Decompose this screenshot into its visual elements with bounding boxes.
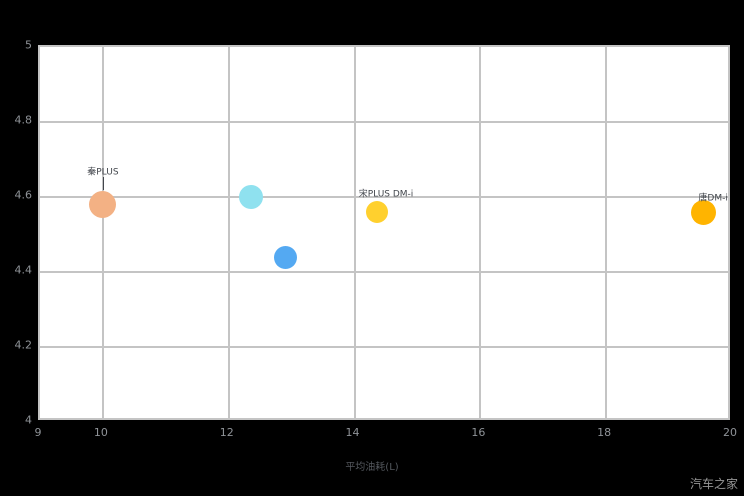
- horizontal-gridline: [40, 196, 728, 198]
- vertical-gridline: [101, 47, 104, 418]
- y-tick-label: 4.4: [14, 263, 33, 277]
- bubble-point[interactable]: [273, 245, 297, 269]
- x-axis-title: 平均油耗(L): [345, 462, 399, 473]
- y-tick-label: 4.8: [14, 113, 33, 127]
- bubble-point[interactable]: [365, 201, 388, 223]
- y-tick-label: 4: [25, 413, 32, 427]
- point-label: 唐DM-i: [698, 193, 728, 204]
- bubble-point[interactable]: [691, 199, 717, 225]
- x-tick-label: 9: [34, 426, 42, 439]
- plot-area: 秦PLUS 宋PLUS DM-i 唐DM-i: [38, 45, 730, 420]
- horizontal-gridline: [40, 271, 728, 273]
- y-tick-label: 4.2: [14, 338, 33, 352]
- bubble-point[interactable]: [238, 185, 263, 209]
- vertical-gridline: [227, 47, 230, 418]
- vertical-gridline: [479, 47, 482, 418]
- horizontal-gridline: [40, 346, 728, 348]
- bubble-point[interactable]: [89, 191, 117, 218]
- vertical-gridline: [353, 47, 356, 418]
- point-label: 秦PLUS: [87, 167, 119, 178]
- y-tick-label: 5: [25, 38, 32, 52]
- x-tick-label: 12: [219, 426, 234, 439]
- y-tick-label: 4.6: [14, 188, 33, 202]
- x-tick-label: 10: [93, 426, 108, 439]
- label-leader-line: [102, 176, 104, 190]
- x-tick-label: 14: [345, 426, 360, 439]
- x-tick-label: 20: [723, 426, 737, 439]
- vertical-gridline: [605, 47, 608, 418]
- horizontal-gridline: [40, 121, 728, 123]
- x-tick-label: 16: [471, 426, 486, 439]
- point-label: 宋PLUS DM-i: [358, 189, 414, 200]
- x-tick-label: 18: [597, 426, 612, 439]
- watermark-logo: 汽车之家: [689, 477, 738, 491]
